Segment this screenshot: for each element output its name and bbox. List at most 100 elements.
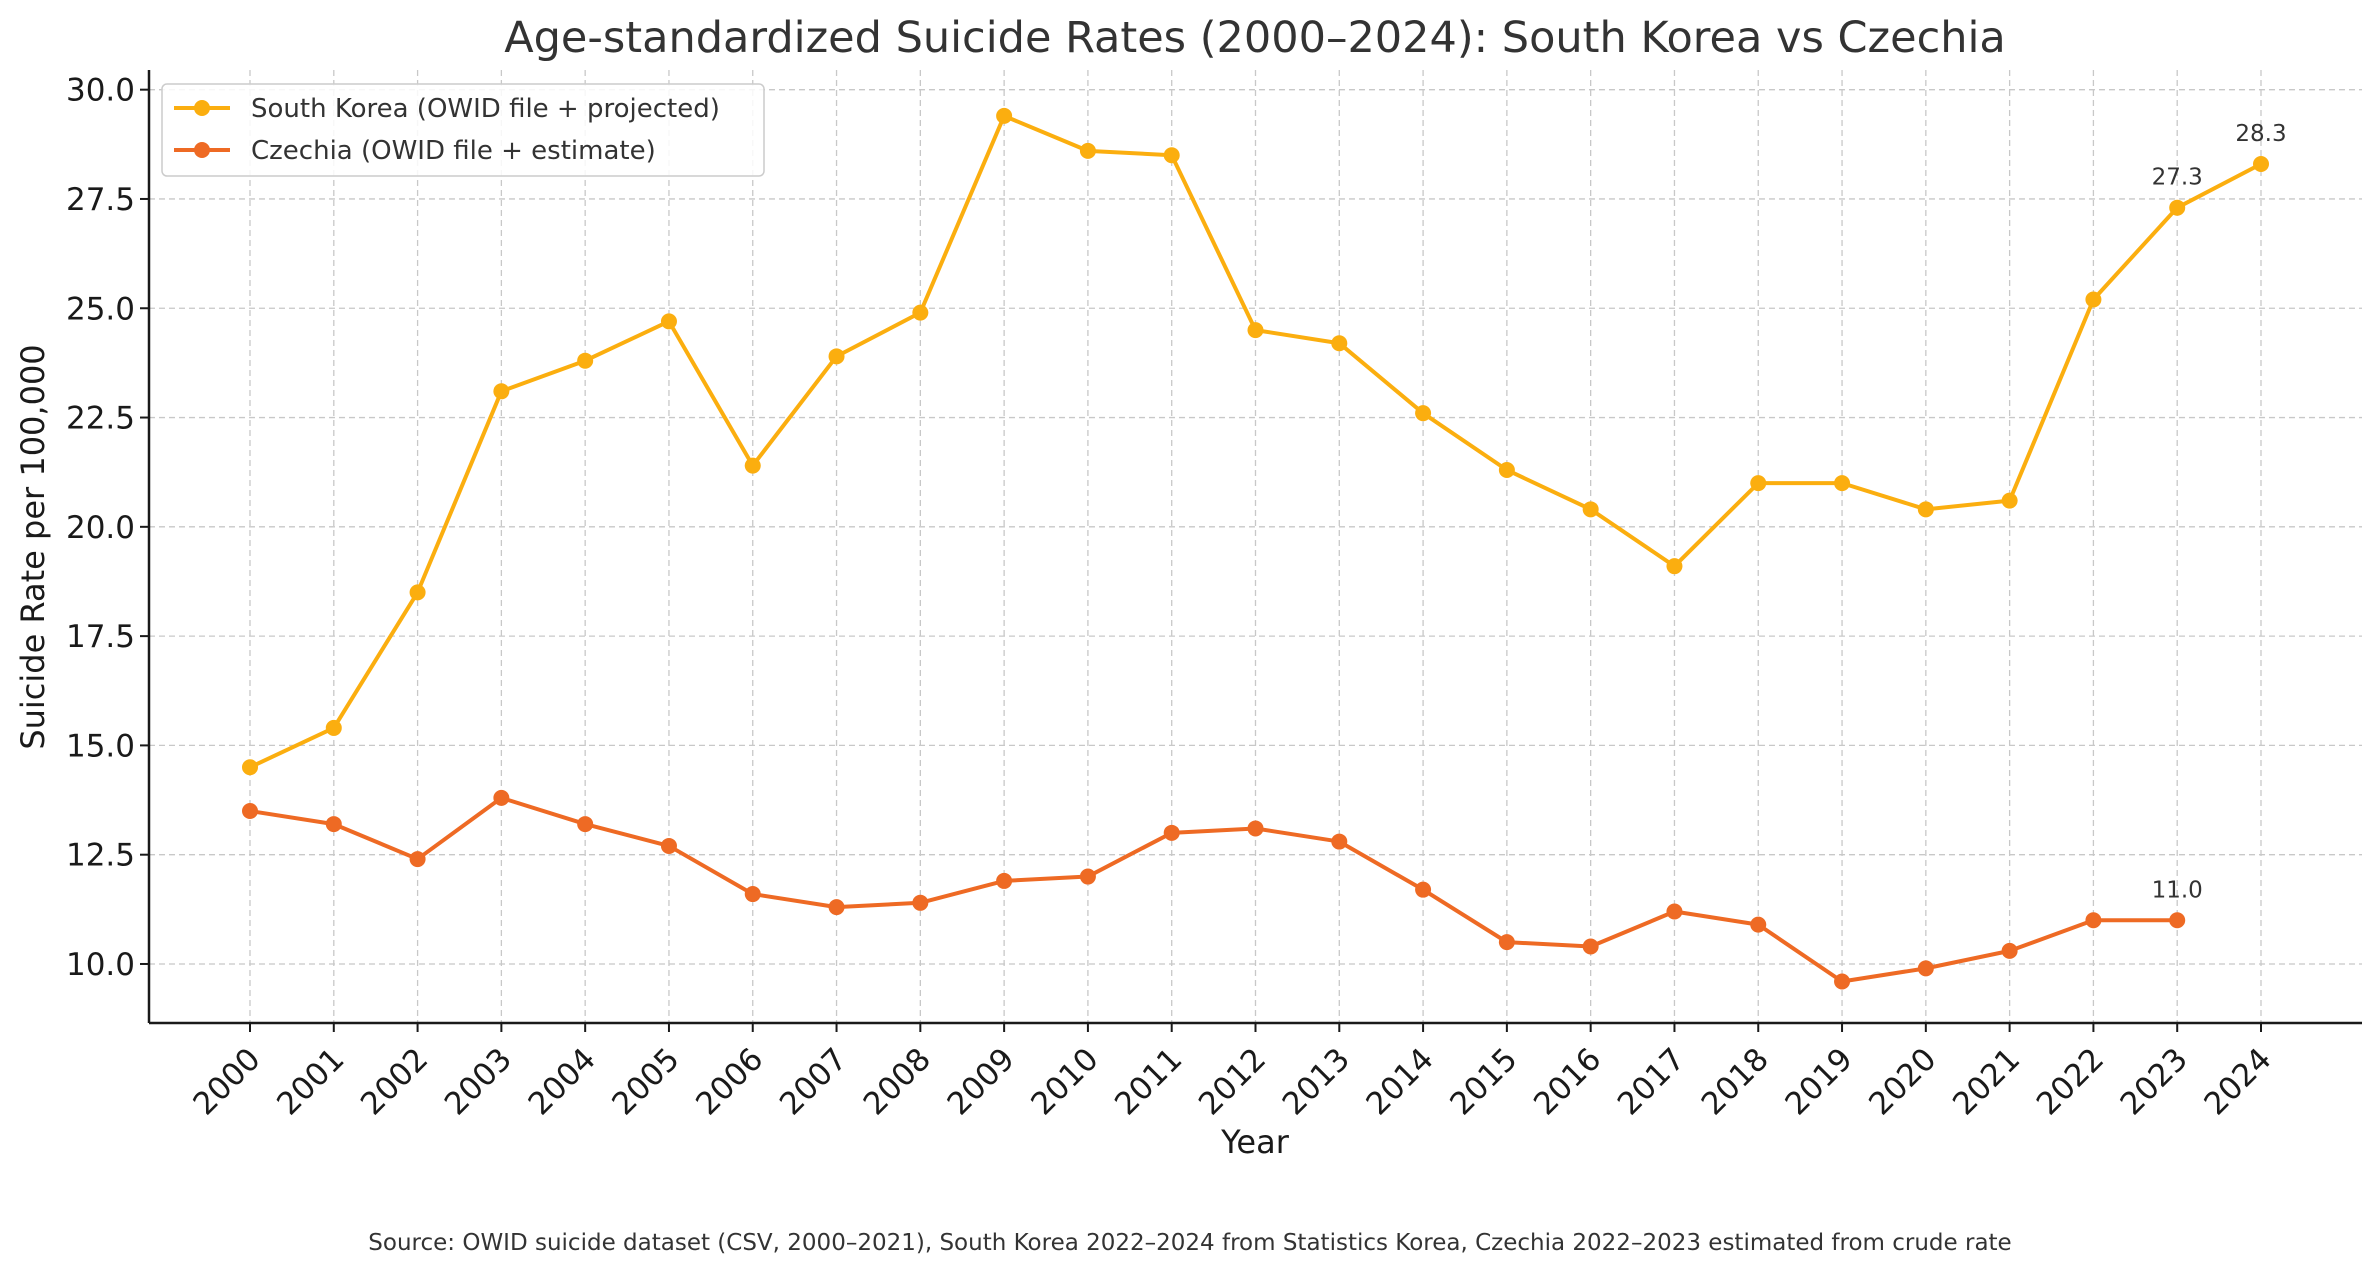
x-tick-label: 2018 — [1695, 1041, 1776, 1122]
x-tick-label: 2024 — [2197, 1041, 2278, 1122]
data-point-series-0 — [2001, 492, 2018, 509]
x-tick-label: 2017 — [1611, 1041, 1692, 1122]
data-point-series-1 — [1834, 973, 1851, 990]
data-point-series-0 — [493, 383, 510, 400]
data-point-series-1 — [409, 851, 426, 868]
data-point-series-0 — [1163, 147, 1180, 164]
y-axis-ticks: 10.0 12.5 15.0 17.5 20.0 22.5 25.0 27.5 30.0 — [66, 73, 149, 983]
x-tick-label: 2003 — [438, 1041, 519, 1122]
y-tick-label: 25.0 — [66, 291, 135, 327]
legend-label-south-korea: South Korea (OWID file + projected) — [251, 94, 720, 124]
data-point-series-1 — [1750, 916, 1767, 933]
x-tick-label: 2013 — [1276, 1041, 1357, 1122]
x-tick-label: 2005 — [605, 1041, 686, 1122]
legend-marker-czechia — [194, 142, 210, 158]
data-point-series-1 — [1917, 960, 1934, 977]
x-tick-label: 2000 — [186, 1041, 267, 1122]
source-note: Source: OWID suicide dataset (CSV, 2000–… — [368, 1230, 2011, 1256]
x-tick-label: 2023 — [2114, 1041, 2195, 1122]
data-point-series-0 — [1247, 322, 1264, 339]
y-tick-label: 20.0 — [66, 510, 135, 546]
x-tick-label: 2019 — [1778, 1041, 1859, 1122]
data-point-series-1 — [1079, 868, 1096, 885]
x-tick-label: 2021 — [1946, 1041, 2027, 1122]
data-point-series-0 — [242, 759, 258, 776]
x-tick-label: 2016 — [1527, 1041, 1608, 1122]
data-point-series-0 — [1498, 461, 1515, 478]
y-tick-label: 17.5 — [66, 619, 135, 655]
series-lines — [242, 107, 2269, 990]
x-tick-label: 2006 — [689, 1041, 770, 1122]
data-point-series-0 — [996, 107, 1013, 124]
data-point-series-1 — [2001, 942, 2018, 959]
data-point-series-1 — [1415, 881, 1432, 898]
data-point-series-0 — [1079, 142, 1096, 159]
x-tick-label: 2014 — [1359, 1041, 1440, 1122]
data-point-series-1 — [744, 886, 761, 903]
data-point-series-1 — [912, 894, 929, 911]
x-tick-label: 2004 — [522, 1041, 603, 1122]
data-point-series-0 — [2169, 199, 2186, 216]
x-tick-label: 2001 — [270, 1041, 351, 1122]
x-tick-label: 2008 — [857, 1041, 938, 1122]
chart-title: Age-standardized Suicide Rates (2000–202… — [504, 13, 2006, 63]
annotations: 27.3 28.3 11.0 — [2152, 121, 2287, 903]
data-point-series-1 — [493, 789, 510, 806]
data-point-series-1 — [2169, 912, 2186, 929]
data-point-series-0 — [1917, 501, 1934, 518]
x-tick-label: 2010 — [1024, 1041, 1105, 1122]
y-tick-label: 15.0 — [66, 728, 135, 764]
legend-entry-south-korea: South Korea (OWID file + projected) — [174, 94, 720, 124]
data-point-series-0 — [828, 348, 845, 365]
y-tick-label: 12.5 — [66, 838, 135, 874]
axes-spines — [147, 70, 2362, 1025]
data-point-series-1 — [242, 802, 258, 819]
data-point-series-0 — [1582, 501, 1599, 518]
data-point-series-0 — [660, 313, 677, 330]
data-label: 27.3 — [2152, 165, 2203, 191]
data-point-series-0 — [1666, 558, 1683, 575]
data-point-series-0 — [1750, 475, 1767, 492]
x-axis-ticks: 2000 2001 2002 2003 2004 2005 2006 2007 2008 2009… — [186, 1023, 2279, 1122]
y-tick-label: 10.0 — [66, 947, 135, 983]
data-point-series-0 — [2085, 291, 2102, 308]
x-axis-label: Year — [1220, 1123, 1290, 1161]
y-axis-label: Suicide Rate per 100,000 — [14, 344, 52, 749]
data-point-series-1 — [577, 816, 594, 833]
data-label: 28.3 — [2235, 121, 2286, 147]
data-point-series-0 — [1415, 405, 1432, 422]
data-point-series-0 — [744, 457, 761, 474]
y-tick-label: 30.0 — [66, 73, 135, 109]
data-point-series-1 — [660, 837, 677, 854]
x-tick-label: 2022 — [2030, 1041, 2111, 1122]
data-point-series-0 — [409, 584, 426, 601]
data-point-series-0 — [577, 352, 594, 369]
legend: South Korea (OWID file + projected) Czec… — [161, 83, 765, 177]
data-point-series-1 — [1498, 934, 1515, 951]
x-tick-label: 2007 — [773, 1041, 854, 1122]
y-tick-label: 27.5 — [66, 182, 135, 218]
data-point-series-1 — [1666, 903, 1683, 920]
data-point-series-0 — [1331, 335, 1348, 352]
data-point-series-1 — [828, 899, 845, 916]
data-label: 11.0 — [2152, 877, 2203, 903]
data-point-series-1 — [1331, 833, 1348, 850]
data-point-series-0 — [2253, 155, 2269, 172]
data-point-series-1 — [325, 816, 342, 833]
data-point-series-1 — [2085, 912, 2102, 929]
x-tick-label: 2012 — [1192, 1041, 1273, 1122]
x-tick-label: 2002 — [354, 1041, 435, 1122]
data-point-series-1 — [1163, 824, 1180, 841]
data-point-series-1 — [996, 872, 1013, 889]
legend-box — [161, 83, 765, 177]
x-tick-label: 2015 — [1443, 1041, 1524, 1122]
legend-label-czechia: Czechia (OWID file + estimate) — [251, 136, 656, 166]
legend-marker-south-korea — [194, 100, 210, 116]
data-point-series-1 — [1582, 938, 1599, 955]
y-tick-label: 22.5 — [66, 401, 135, 437]
grid — [149, 70, 2362, 1023]
series-line-1 — [249, 795, 2178, 984]
data-point-series-0 — [912, 304, 929, 321]
legend-entry-czechia: Czechia (OWID file + estimate) — [174, 136, 656, 166]
